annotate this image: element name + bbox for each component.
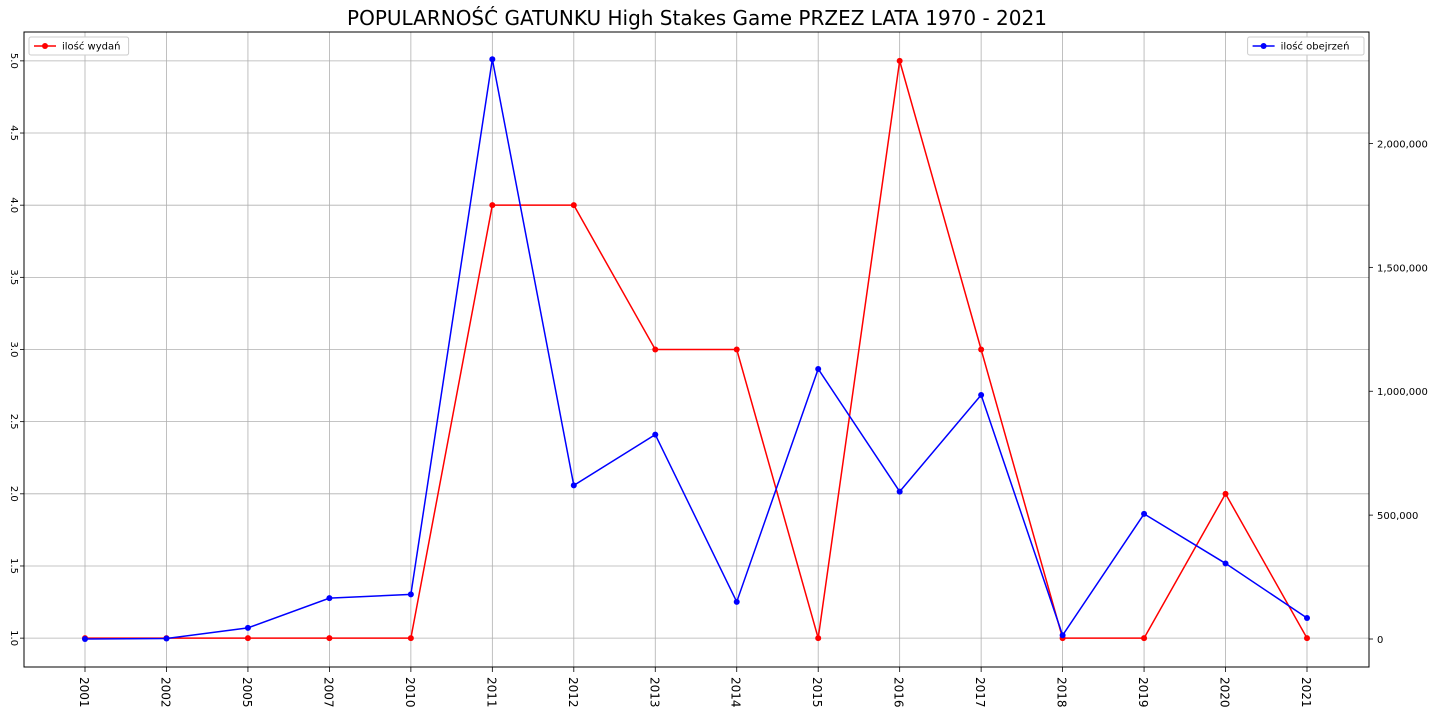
x-tick-label: 2015 — [810, 677, 824, 708]
legend-label: ilość wydań — [62, 41, 120, 53]
data-point — [1304, 635, 1310, 642]
y-right-tick-label: 1,000,000 — [1377, 387, 1428, 398]
data-point — [1222, 560, 1229, 567]
data-point — [896, 488, 903, 495]
legend-box — [1247, 36, 1365, 56]
data-point — [326, 595, 333, 602]
x-tick-label: 2014 — [729, 677, 743, 708]
data-point — [1304, 614, 1310, 621]
data-point — [733, 346, 740, 353]
x-tick-label: 2001 — [77, 677, 91, 708]
x-tick-label: 2012 — [566, 677, 580, 708]
y-left-tick-label: 5.0 — [8, 53, 19, 69]
data-point — [815, 635, 822, 642]
y-left-tick-label: 2.0 — [8, 486, 19, 502]
x-tick-label: 2007 — [321, 677, 335, 708]
data-point — [82, 636, 88, 643]
y-right-tick-label: 500,000 — [1377, 511, 1418, 522]
data-point — [489, 202, 496, 209]
data-point — [652, 431, 659, 438]
data-point — [1141, 510, 1148, 517]
y-left-tick-label: 4.5 — [8, 125, 19, 141]
data-point — [407, 635, 414, 642]
data-point — [896, 57, 903, 64]
chart-title: POPULARNOŚĆ GATUNKU High Stakes Game PRZ… — [347, 6, 1047, 30]
y-axis-right: 0 500,000 1,000,000 1,500,000 2,000,000 — [1369, 139, 1428, 646]
x-axis: 2001 2002 2005 2007 2010 2011 2012 2013 2014 2015… — [77, 667, 1313, 708]
data-point — [1059, 632, 1066, 639]
y-left-tick-label: 3.0 — [8, 342, 19, 358]
x-tick-label: 2019 — [1136, 677, 1150, 708]
data-point — [978, 391, 985, 398]
x-tick-label: 2005 — [240, 677, 254, 708]
y-right-tick-label: 2,000,000 — [1377, 139, 1428, 150]
x-tick-label: 2002 — [158, 677, 172, 708]
y-left-tick-label: 3.5 — [8, 269, 19, 285]
data-point — [978, 346, 985, 353]
legend-box — [28, 36, 130, 56]
legend-marker — [42, 43, 48, 49]
x-tick-label: 2017 — [973, 677, 987, 708]
data-point — [244, 635, 251, 642]
x-tick-label: 2011 — [484, 677, 498, 708]
data-point — [815, 365, 822, 372]
data-point — [733, 598, 740, 605]
y-axis-left: 1.0 1.5 2.0 2.5 3.0 3.5 4.0 4.5 5.0 — [8, 53, 24, 646]
grid-lines — [24, 32, 1369, 667]
series-line — [85, 60, 1308, 639]
series-1 — [82, 57, 1310, 642]
y-right-tick-label: 0 — [1377, 635, 1383, 646]
data-point — [1141, 635, 1148, 642]
data-point — [163, 635, 170, 642]
data-point — [326, 635, 333, 642]
data-point — [652, 346, 659, 353]
x-tick-label: 2018 — [1055, 677, 1069, 708]
y-right-tick-label: 1,500,000 — [1377, 263, 1428, 274]
y-left-tick-label: 1.5 — [8, 558, 19, 574]
data-point — [489, 56, 496, 63]
data-point — [570, 482, 577, 489]
legend-right: ilość obejrzeń — [1247, 36, 1365, 56]
x-tick-label: 2021 — [1299, 677, 1313, 708]
y-left-tick-label: 1.0 — [8, 630, 19, 646]
data-point — [407, 591, 414, 598]
y-left-tick-label: 2.5 — [8, 414, 19, 430]
series-layer — [82, 56, 1310, 643]
x-tick-label: 2010 — [403, 677, 417, 708]
data-point — [570, 202, 577, 209]
legend-left: ilość wydań — [28, 36, 130, 56]
legend-label: ilość obejrzeń — [1281, 41, 1350, 53]
x-tick-label: 2020 — [1218, 677, 1232, 708]
legend-marker — [1260, 43, 1267, 49]
y-left-tick-label: 4.0 — [8, 197, 19, 213]
x-tick-label: 2013 — [647, 677, 661, 708]
series-2 — [82, 56, 1310, 643]
series-line — [84, 59, 1308, 640]
data-point — [1222, 490, 1229, 497]
x-tick-label: 2016 — [892, 677, 906, 708]
data-point — [244, 624, 251, 631]
